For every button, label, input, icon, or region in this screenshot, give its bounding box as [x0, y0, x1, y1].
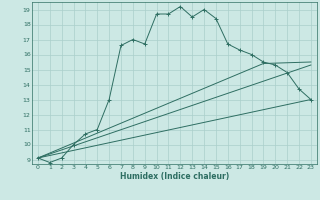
X-axis label: Humidex (Indice chaleur): Humidex (Indice chaleur) — [120, 172, 229, 181]
